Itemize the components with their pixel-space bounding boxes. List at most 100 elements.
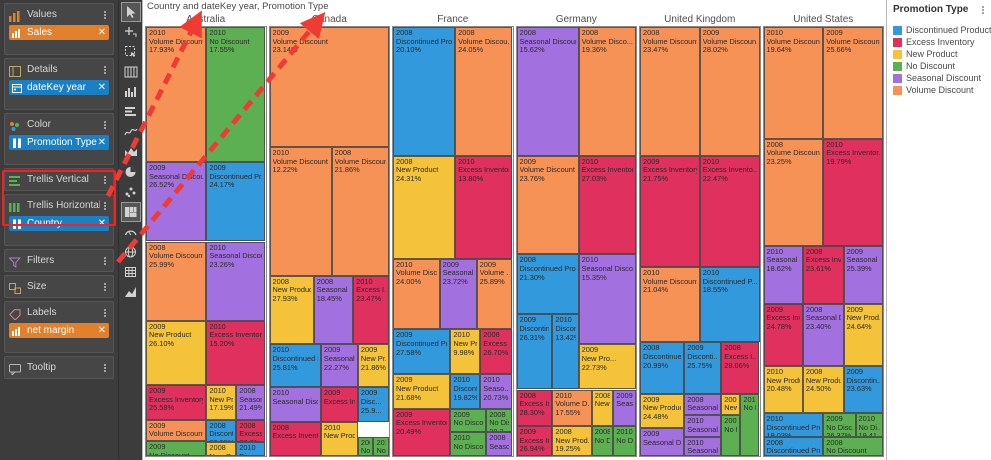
shelf-pill-promotion-type[interactable]: Promotion Type ✕ (9, 135, 109, 150)
treemap-cell[interactable]: 2009 Excess Inventory 21.75% (640, 155, 700, 268)
legend-item[interactable]: New Product (893, 48, 987, 60)
shelf-pill-remove-icon[interactable]: ✕ (97, 26, 106, 38)
treemap-cell[interactable]: 2008 Seasonal Discount 15.62% (516, 27, 579, 156)
treemap-cell[interactable]: 2009 New Product 24.48% (640, 393, 685, 429)
shelf-pill-remove-icon[interactable]: ✕ (97, 136, 106, 148)
treemap-cell[interactable]: 2009 Disc... 25.9... (357, 387, 389, 422)
treemap-cell[interactable]: 2009 Volume ... 25.89% (476, 258, 513, 330)
legend-item[interactable]: No Discount (893, 60, 987, 72)
treemap-cell[interactable]: 2009 Volume Discoun... 28.02% (699, 27, 760, 156)
treemap-cell[interactable]: 2010 Volume Discount 17.93% (146, 27, 207, 163)
treemap-cell[interactable]: 2008 Volume Discou... 24.05% (455, 27, 513, 156)
treemap-cell[interactable]: 2009 New Pro... 22.73% (578, 344, 636, 390)
treemap-cell[interactable]: 2009 Discontinued Pr... 24.17% (206, 162, 266, 242)
treemap-cell[interactable]: 2010 Seaso... 20.73% (480, 374, 513, 409)
heatmap-chart-icon[interactable] (121, 262, 141, 282)
shelf-card-menu-icon[interactable] (100, 362, 109, 374)
shelf-pill-datekey-year[interactable]: dateKey year ✕ (9, 80, 109, 95)
shelf-card-menu-icon[interactable] (100, 200, 109, 212)
treemap-cell[interactable]: 2010 Excess Inventor... 19.79% (823, 138, 883, 246)
shelf-pill-net-margin[interactable]: net margin ✕ (9, 323, 109, 338)
horizontal-bar-chart-icon[interactable] (121, 102, 141, 122)
treemap-cell[interactable]: 2009 New Product 21.68% (393, 374, 451, 409)
treemap-cell[interactable]: 2010 Excess Inventory 27.03% (578, 155, 636, 255)
shelf-card-menu-icon[interactable] (100, 281, 109, 293)
table-chart-icon[interactable] (121, 62, 141, 82)
line-chart-icon[interactable] (121, 122, 141, 142)
treemap-cell[interactable]: 2009 Volume Discount 25.66% (823, 27, 883, 139)
treemap-cell[interactable]: 2008New ... (721, 393, 741, 416)
treemap-cell[interactable]: 2009 Volume Discount 23.14% (269, 27, 389, 148)
bar-chart-icon[interactable] (121, 82, 141, 102)
treemap-cell[interactable]: 2010 Excess Inventory 13.80% (455, 155, 513, 259)
treemap-cell[interactable]: 2009 New Product 26.10% (146, 320, 207, 386)
treemap-cell[interactable]: 2010 No Discount 17.55% (206, 27, 266, 163)
treemap-cell[interactable]: 2010 Discontinued P... 18.55% (699, 267, 760, 343)
area-chart-icon[interactable] (121, 142, 141, 162)
shelf-pill-remove-icon[interactable]: ✕ (97, 81, 106, 93)
treemap-cell[interactable]: 2008 New Product 24.31% (393, 155, 456, 259)
treemap-cell[interactable]: 2008 New Product 27.93% (269, 275, 314, 345)
treemap-cell[interactable]: 2010 Volume Discount 12.22% (269, 147, 332, 276)
add-tool-icon[interactable] (121, 22, 141, 42)
shelf-pill-remove-icon[interactable]: ✕ (97, 324, 106, 336)
scatter-plot-icon[interactable] (121, 182, 141, 202)
shelf-card-menu-icon[interactable] (100, 307, 109, 319)
shelf-pill-remove-icon[interactable]: ✕ (97, 217, 106, 229)
pointer-tool-icon[interactable] (120, 2, 141, 22)
shelf-card-menu-icon[interactable] (100, 119, 109, 131)
legend-menu-icon[interactable] (978, 4, 987, 16)
treemap-cell[interactable]: 2010Discon... (236, 442, 266, 456)
treemap-cell[interactable]: 2010 Excess Inventory 15.20% (206, 320, 266, 386)
treemap-cell[interactable]: 2008 Volume Discount 25.99% (146, 241, 207, 321)
treemap-cell[interactable]: 2008Excess...27.71... (236, 419, 266, 443)
treemap-cell[interactable]: 2008 Volume Discount 23.47% (640, 27, 700, 156)
